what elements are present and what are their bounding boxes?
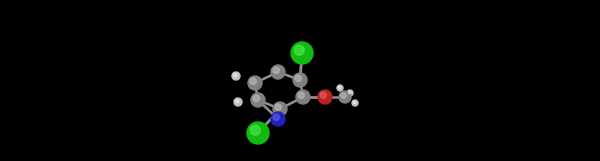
Circle shape (293, 73, 307, 87)
Circle shape (338, 86, 341, 89)
Circle shape (273, 102, 287, 116)
Circle shape (271, 112, 285, 126)
Circle shape (273, 67, 280, 73)
Circle shape (320, 92, 326, 98)
Circle shape (352, 100, 358, 106)
Circle shape (235, 99, 239, 103)
Circle shape (295, 75, 301, 81)
Circle shape (347, 90, 353, 96)
Circle shape (271, 65, 285, 79)
Circle shape (291, 42, 313, 64)
Circle shape (234, 98, 242, 106)
Circle shape (298, 92, 304, 98)
Circle shape (250, 125, 260, 135)
Circle shape (273, 114, 280, 120)
Circle shape (247, 122, 269, 144)
Circle shape (294, 45, 304, 55)
Circle shape (248, 76, 262, 90)
Circle shape (318, 90, 332, 104)
Circle shape (232, 72, 240, 80)
Circle shape (339, 91, 351, 103)
Circle shape (251, 93, 265, 107)
Circle shape (337, 85, 343, 91)
Circle shape (275, 104, 281, 110)
Circle shape (341, 93, 346, 98)
Circle shape (348, 91, 351, 94)
Circle shape (250, 78, 256, 84)
Circle shape (253, 95, 259, 101)
Circle shape (296, 90, 310, 104)
Circle shape (353, 101, 356, 104)
Circle shape (233, 73, 237, 77)
